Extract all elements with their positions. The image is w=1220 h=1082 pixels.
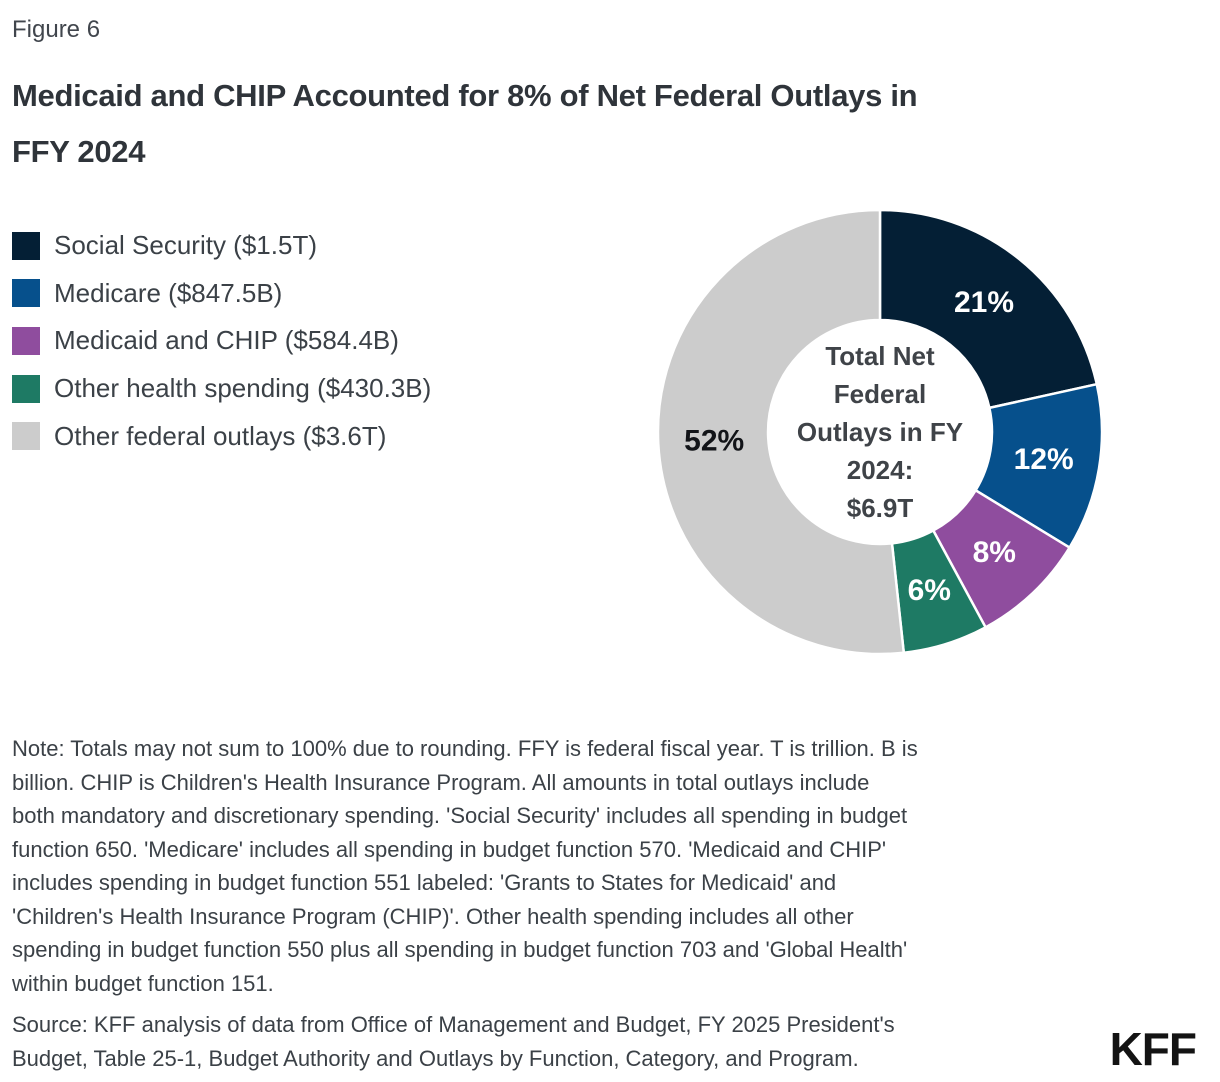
chart-legend: Social Security ($1.5T) Medicare ($847.5… [12,222,431,460]
figure-label: Figure 6 [12,16,101,43]
donut-chart: 21% 12% 8% 6% 52% [656,208,1104,656]
donut-segment-social-security [878,208,1099,410]
legend-swatch [12,422,40,451]
legend-item: Medicaid and CHIP ($584.4B) [12,317,431,365]
legend-item: Social Security ($1.5T) [12,222,431,270]
page-title: Medicaid and CHIP Accounted for 8% of Ne… [12,78,918,169]
legend-item: Other federal outlays ($3.6T) [12,412,431,460]
legend-label: Social Security ($1.5T) [54,230,317,261]
legend-swatch [12,231,40,260]
legend-item: Medicare ($847.5B) [12,270,431,318]
donut-center-label: Total Net Federal Outlays in FY 2024: $6… [796,341,964,523]
legend-swatch [12,326,40,355]
source-text: Source: KFF analysis of data from Office… [12,1012,895,1071]
donut-percent-label: 8% [973,536,1016,569]
kff-logo: KFF [1109,1023,1197,1075]
legend-swatch [12,279,40,308]
legend-label: Other health spending ($430.3B) [54,373,432,404]
donut-percent-label: 12% [1014,443,1074,476]
legend-label: Other federal outlays ($3.6T) [54,420,387,451]
donut-percent-label: 21% [954,286,1014,319]
legend-swatch [12,374,40,403]
legend-label: Medicare ($847.5B) [54,277,283,308]
donut-percent-label: 6% [908,574,951,607]
donut-percent-label: 52% [684,424,744,457]
donut-segment-other-federal-outlays [656,208,906,656]
note-text: Note: Totals may not sum to 100% due to … [12,736,918,996]
legend-label: Medicaid and CHIP ($584.4B) [54,325,399,356]
legend-item: Other health spending ($430.3B) [12,365,431,413]
